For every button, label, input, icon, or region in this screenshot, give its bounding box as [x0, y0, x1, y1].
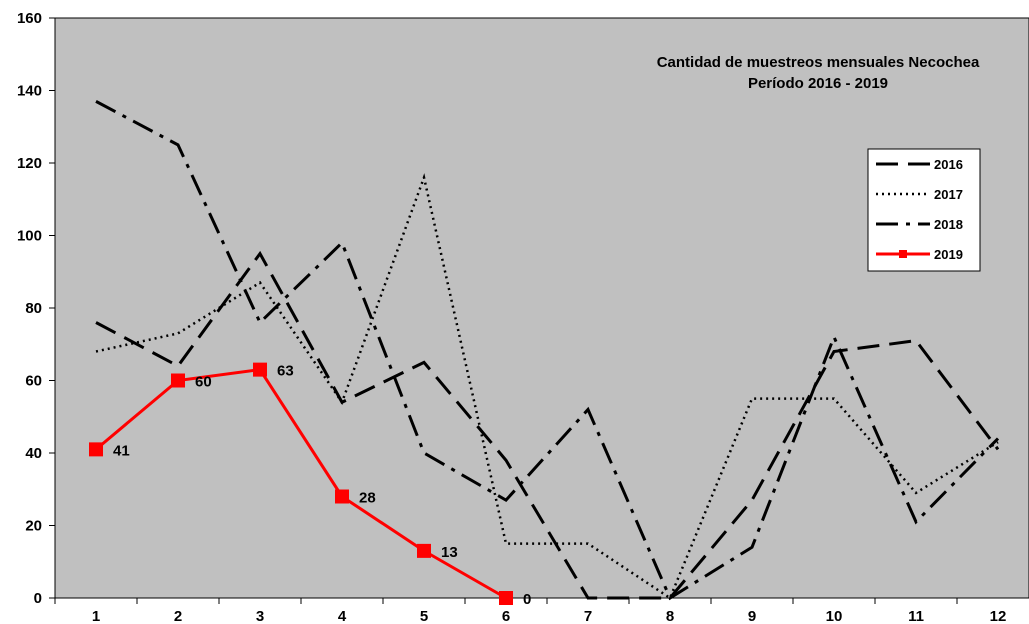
data-label: 13: [441, 544, 458, 561]
x-tick-label: 3: [256, 608, 264, 624]
x-tick-label: 11: [908, 608, 924, 624]
legend-box: [867, 148, 981, 272]
chart-subtitle: Período 2016 - 2019: [748, 75, 888, 92]
data-label: 41: [113, 442, 130, 459]
data-label: 0: [523, 591, 531, 608]
chart-title: Cantidad de muestreos mensuales Necochea: [657, 54, 980, 71]
series-marker-2019: [335, 489, 349, 504]
x-tick-label: 7: [584, 608, 592, 624]
y-tick-label: 60: [25, 373, 42, 390]
y-axis: 0 20 40 60 80 100 120 140 160: [17, 10, 55, 607]
series-marker-2019: [253, 362, 267, 377]
y-tick-label: 100: [17, 228, 42, 245]
x-tick-label: 1: [92, 608, 100, 624]
x-tick-label: 4: [338, 608, 347, 624]
series-marker-2019: [499, 591, 513, 605]
legend-label: 2017: [934, 187, 963, 202]
legend-marker-2019: [899, 250, 907, 258]
data-label: 63: [277, 363, 294, 380]
series-marker-2019: [171, 373, 185, 388]
legend: 2016 2017 2018 2019: [867, 148, 981, 272]
legend-label: 2018: [934, 217, 963, 232]
series-layer: [89, 100, 1000, 605]
x-axis: 1 2 3 4 5 6 7 8 9 10 11 12: [54, 597, 1029, 624]
x-tick-label: 2: [174, 608, 182, 624]
x-tick-label: 12: [990, 608, 1007, 624]
data-label: 28: [359, 490, 376, 507]
series-marker-2019: [89, 442, 103, 457]
x-tick-label: 8: [666, 608, 674, 624]
y-tick-label: 20: [25, 518, 42, 535]
x-tick-label: 6: [502, 608, 510, 624]
data-label: 60: [195, 374, 212, 391]
y-tick-label: 160: [17, 10, 42, 27]
series-marker-2019: [417, 543, 431, 558]
x-tick-label: 10: [826, 608, 843, 624]
series-line-2019: [95, 368, 507, 600]
y-tick-label: 120: [17, 155, 42, 172]
y-tick-label: 140: [17, 83, 42, 100]
legend-label: 2016: [934, 157, 963, 172]
x-tick-label: 5: [420, 608, 428, 624]
series-line-2018: [95, 100, 1000, 601]
series-line-2016: [95, 250, 1000, 600]
y-tick-label: 40: [25, 445, 42, 462]
data-labels: 41 60 63 28 13 0: [113, 363, 531, 608]
x-tick-label: 9: [748, 608, 756, 624]
y-tick-label: 0: [34, 590, 42, 607]
plot-area: [54, 17, 1029, 599]
y-tick-label: 80: [25, 300, 42, 317]
legend-label: 2019: [934, 247, 963, 262]
